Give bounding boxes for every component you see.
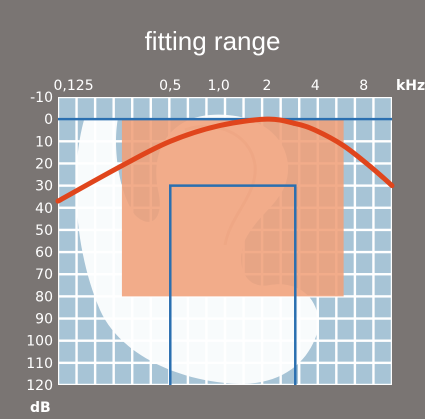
grid-cell (114, 364, 132, 384)
y-unit-label: dB (30, 400, 51, 416)
grid-cell (59, 208, 76, 229)
grid-cell (300, 364, 317, 384)
grid-cell (374, 275, 391, 296)
grid-cell (374, 120, 391, 141)
y-tick-label: 90 (35, 312, 53, 328)
grid-cell (226, 98, 243, 118)
grid-cell (374, 98, 391, 118)
grid-cell (318, 297, 336, 318)
grid-cell (356, 297, 373, 318)
red-curve (55, 116, 395, 204)
grid-cell (318, 98, 336, 118)
x-tick-label: 0,5 (159, 78, 181, 94)
y-tick-label: 80 (35, 289, 53, 305)
grid-cell (281, 98, 299, 118)
grid-cell (244, 98, 261, 118)
grid-cell (77, 297, 94, 318)
grid-cell (59, 319, 76, 340)
grid-cell (374, 319, 391, 340)
y-tick-label: -10 (30, 90, 53, 106)
y-tick-label: 120 (26, 378, 53, 394)
x-unit-label: kHz (396, 78, 425, 94)
grid-cell (356, 364, 373, 384)
grid-cell (59, 98, 76, 118)
grid-cell (356, 275, 373, 296)
y-tick-label: 20 (35, 156, 53, 172)
grid-cell (337, 364, 354, 384)
grid-cell (59, 364, 76, 384)
grid-cell (356, 120, 373, 141)
grid-cell (356, 98, 373, 118)
grid-cell (374, 208, 391, 229)
grid-cell (114, 341, 132, 362)
grid-cell (59, 142, 76, 163)
grid-cell (374, 341, 391, 362)
x-tick-label: 0,125 (54, 78, 94, 94)
grid-cell (300, 98, 317, 118)
grid-cell (59, 275, 76, 296)
grid-cell (356, 164, 373, 185)
grid-cell (356, 341, 373, 362)
grid-cell (59, 341, 76, 362)
grid-cell (59, 253, 76, 274)
grid-cell (374, 142, 391, 163)
y-axis-ticks: -10 0 10 20 30 40 50 60 70 80 90 100 110 120 (26, 90, 53, 394)
grid-cell (96, 98, 113, 118)
x-tick-label: 8 (359, 78, 368, 94)
grid-cell (170, 98, 187, 118)
y-tick-label: 30 (35, 179, 53, 195)
grid-cell (356, 186, 373, 207)
y-tick-label: 70 (35, 267, 53, 283)
y-tick-label: 50 (35, 223, 53, 239)
grid-cell (374, 297, 391, 318)
grid-cell (337, 98, 354, 118)
grid-cell (356, 253, 373, 274)
y-tick-label: 40 (35, 201, 53, 217)
grid-cell (96, 341, 113, 362)
grid-cell (59, 120, 76, 141)
x-tick-label: 2 (263, 78, 272, 94)
grid-cell (151, 98, 169, 118)
grid-cell (263, 98, 280, 118)
grid-cell (318, 319, 336, 340)
grid-cell (318, 364, 336, 384)
grid-cell (96, 364, 113, 384)
x-tick-label: 4 (311, 78, 320, 94)
y-tick-label: 0 (44, 112, 53, 128)
grid-cell (59, 297, 76, 318)
grid-cell (374, 231, 391, 251)
grid-cell (337, 297, 354, 318)
y-tick-label: 60 (35, 245, 53, 261)
grid-cell (59, 231, 76, 251)
grid-cell (337, 341, 354, 362)
grid-cell (374, 253, 391, 274)
grid-cell (374, 364, 391, 384)
grid-cell (337, 319, 354, 340)
chart-title: fitting range (144, 26, 281, 56)
grid-cell (77, 364, 94, 384)
grid-cell (151, 364, 169, 384)
grid-cell (114, 98, 132, 118)
grid-cell (133, 98, 150, 118)
x-tick-label: 1,0 (208, 78, 230, 94)
grid-cell (356, 231, 373, 251)
grid-cell (374, 186, 391, 207)
grid-cell (59, 164, 76, 185)
grid-cell (207, 98, 224, 118)
grid-cell (77, 98, 94, 118)
grid-cell (189, 98, 206, 118)
x-axis-ticks: 0,125 0,5 1,0 2 4 8 (54, 78, 369, 94)
grid-cell (356, 208, 373, 229)
y-tick-label: 100 (26, 334, 53, 350)
y-tick-label: 10 (35, 134, 53, 150)
grid-cell (77, 319, 94, 340)
grid-cell (356, 319, 373, 340)
grid-cell (77, 341, 94, 362)
y-tick-label: 110 (26, 356, 53, 372)
blue-outline (169, 184, 297, 385)
grid-cell (133, 364, 150, 384)
grid-cell (318, 341, 336, 362)
